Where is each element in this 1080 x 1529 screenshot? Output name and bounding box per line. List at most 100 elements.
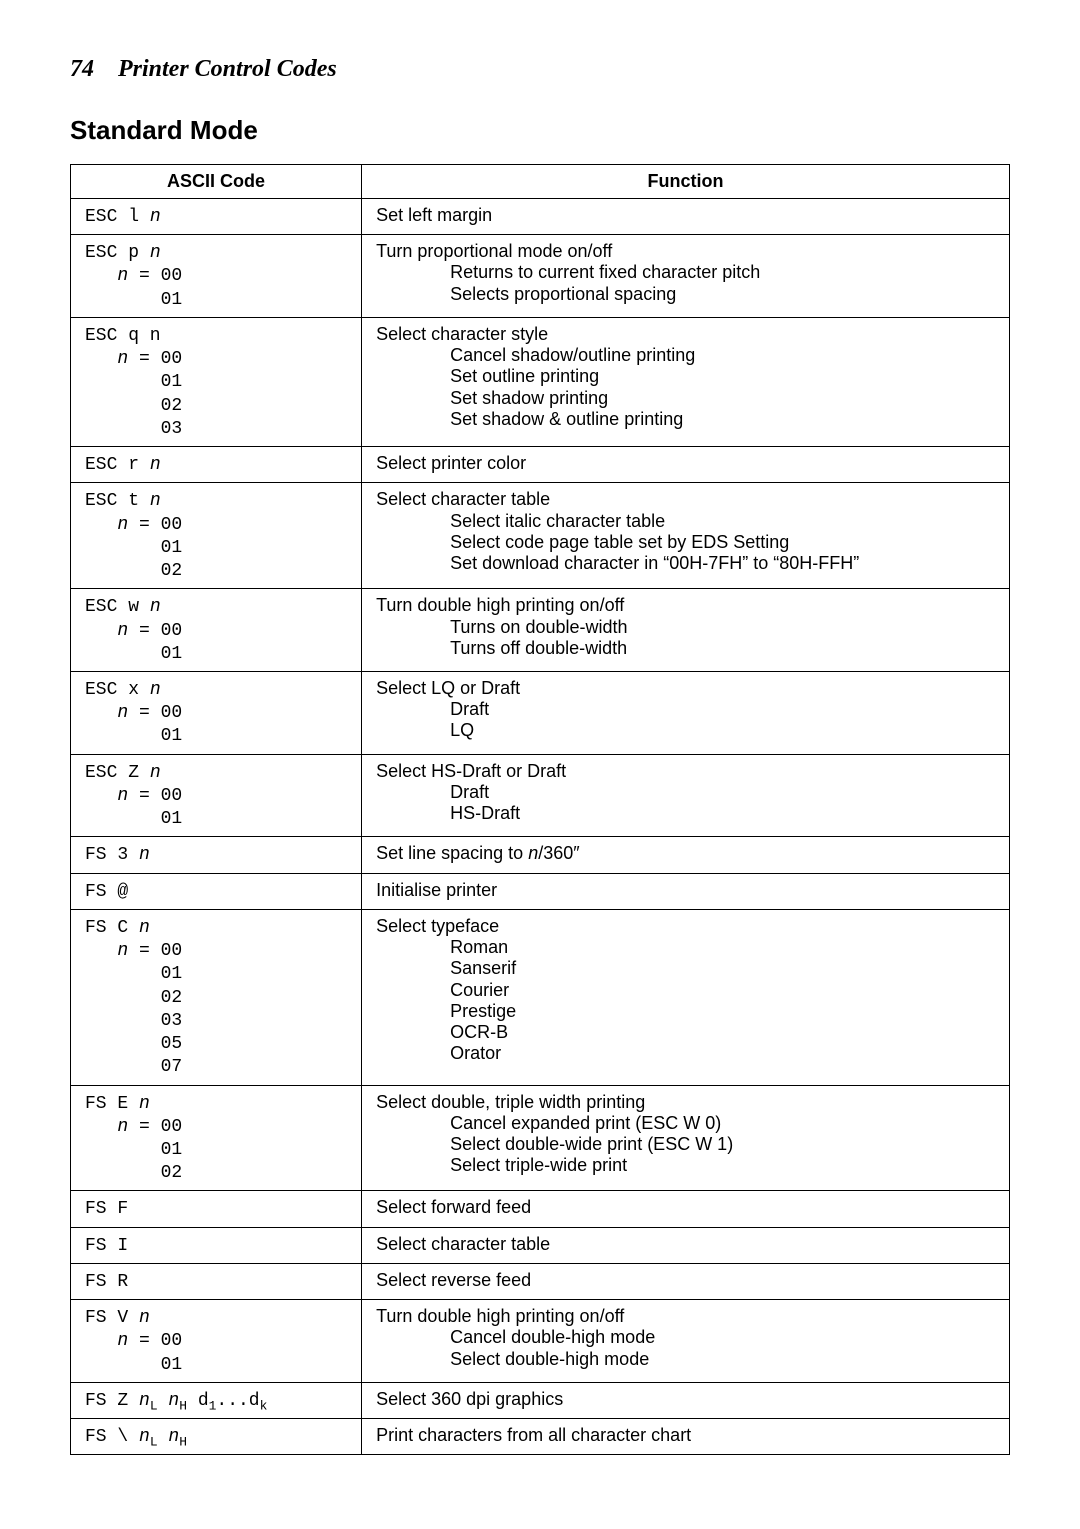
ascii-code-cell: FS I bbox=[71, 1227, 362, 1263]
function-sub: Select italic character table bbox=[376, 511, 999, 532]
table-row: FS F Select forward feed bbox=[71, 1191, 1010, 1227]
ascii-code-cell: ESC l n bbox=[71, 199, 362, 235]
function-cell: Print characters from all character char… bbox=[362, 1419, 1010, 1455]
ascii-code: ESC q n n = 00 01 02 03 bbox=[85, 326, 182, 439]
ascii-code-cell: FS 3 n bbox=[71, 837, 362, 873]
function-main: Select character table bbox=[376, 489, 999, 510]
ascii-code-cell: ESC q n n = 00 01 02 03 bbox=[71, 317, 362, 446]
codes-table: ASCII Code Function ESC l nSet left marg… bbox=[70, 164, 1010, 1455]
function-sub: Selects proportional spacing bbox=[376, 284, 999, 305]
function-sub: Cancel double-high mode bbox=[376, 1327, 999, 1348]
table-row: ESC l nSet left margin bbox=[71, 199, 1010, 235]
table-row: FS E n n = 00 01 02 Select double, triple… bbox=[71, 1085, 1010, 1191]
table-row: ESC x n n = 00 01 Select LQ or DraftDraft… bbox=[71, 671, 1010, 754]
function-cell: Select character table bbox=[362, 1227, 1010, 1263]
function-cell: Turn double high printing on/offCancel d… bbox=[362, 1300, 1010, 1383]
function-sub: Select double-wide print (ESC W 1) bbox=[376, 1134, 999, 1155]
function-main: Turn double high printing on/off bbox=[376, 595, 999, 616]
ascii-code: ESC r n bbox=[85, 455, 161, 475]
ascii-code: ESC Z n n = 00 01 bbox=[85, 763, 182, 829]
function-sub: Roman bbox=[376, 937, 999, 958]
function-sub: Set outline printing bbox=[376, 366, 999, 387]
function-sub: Draft bbox=[376, 782, 999, 803]
running-head: 74 Printer Control Codes bbox=[70, 56, 1010, 83]
ascii-code-cell: ESC r n bbox=[71, 447, 362, 483]
ascii-code: FS \ nL nH bbox=[85, 1427, 187, 1447]
function-main: Select reverse feed bbox=[376, 1270, 999, 1291]
ascii-code-cell: FS F bbox=[71, 1191, 362, 1227]
ascii-code: ESC t n n = 00 01 02 bbox=[85, 491, 182, 581]
function-sub: Cancel expanded print (ESC W 0) bbox=[376, 1113, 999, 1134]
ascii-code: FS Z nL nH d1...dk bbox=[85, 1391, 267, 1411]
function-main: Select character style bbox=[376, 324, 999, 345]
col-header-function: Function bbox=[362, 165, 1010, 199]
function-cell: Select forward feed bbox=[362, 1191, 1010, 1227]
function-sub: Select triple-wide print bbox=[376, 1155, 999, 1176]
ascii-code: ESC w n n = 00 01 bbox=[85, 597, 182, 663]
function-main: Select typeface bbox=[376, 916, 999, 937]
function-sub: Set download character in “00H-7FH” to “… bbox=[376, 553, 999, 574]
function-main: Select character table bbox=[376, 1234, 999, 1255]
ascii-code-cell: ESC x n n = 00 01 bbox=[71, 671, 362, 754]
ascii-code: FS R bbox=[85, 1272, 128, 1292]
function-main: Select 360 dpi graphics bbox=[376, 1389, 999, 1410]
function-main: Select HS-Draft or Draft bbox=[376, 761, 999, 782]
table-row: ESC q n n = 00 01 02 03 Select character … bbox=[71, 317, 1010, 446]
function-sub: Select code page table set by EDS Settin… bbox=[376, 532, 999, 553]
function-main: Set line spacing to n/360″ bbox=[376, 843, 999, 864]
ascii-code-cell: FS Z nL nH d1...dk bbox=[71, 1382, 362, 1418]
table-row: ESC w n n = 00 01 Turn double high printi… bbox=[71, 589, 1010, 672]
table-row: ESC t n n = 00 01 02 Select character tab… bbox=[71, 483, 1010, 589]
table-row: ESC r n Select printer color bbox=[71, 447, 1010, 483]
function-cell: Select double, triple width printingCanc… bbox=[362, 1085, 1010, 1191]
section-title: Standard Mode bbox=[70, 115, 1010, 146]
ascii-code: FS E n n = 00 01 02 bbox=[85, 1094, 182, 1184]
function-sub: Orator bbox=[376, 1043, 999, 1064]
ascii-code-cell: ESC Z n n = 00 01 bbox=[71, 754, 362, 837]
function-main: Select LQ or Draft bbox=[376, 678, 999, 699]
ascii-code: FS C n n = 00 01 02 03 05 07 bbox=[85, 918, 182, 1077]
function-sub: Returns to current fixed character pitch bbox=[376, 262, 999, 283]
function-sub: Draft bbox=[376, 699, 999, 720]
function-cell: Select printer color bbox=[362, 447, 1010, 483]
col-header-ascii: ASCII Code bbox=[71, 165, 362, 199]
table-row: FS I Select character table bbox=[71, 1227, 1010, 1263]
ascii-code-cell: FS V n n = 00 01 bbox=[71, 1300, 362, 1383]
function-sub: Prestige bbox=[376, 1001, 999, 1022]
table-row: FS R Select reverse feed bbox=[71, 1263, 1010, 1299]
table-row: ESC Z n n = 00 01 Select HS-Draft or Draf… bbox=[71, 754, 1010, 837]
function-cell: Select typefaceRomanSanserifCourierPrest… bbox=[362, 909, 1010, 1085]
function-sub: Sanserif bbox=[376, 958, 999, 979]
table-row: FS Z nL nH d1...dk Select 360 dpi graphic… bbox=[71, 1382, 1010, 1418]
function-cell: Turn proportional mode on/offReturns to … bbox=[362, 235, 1010, 318]
function-sub: Courier bbox=[376, 980, 999, 1001]
function-cell: Set left margin bbox=[362, 199, 1010, 235]
ascii-code: FS V n n = 00 01 bbox=[85, 1308, 182, 1374]
function-cell: Select character tableSelect italic char… bbox=[362, 483, 1010, 589]
function-main: Select forward feed bbox=[376, 1197, 999, 1218]
function-cell: Select LQ or DraftDraftLQ bbox=[362, 671, 1010, 754]
ascii-code-cell: FS \ nL nH bbox=[71, 1419, 362, 1455]
function-cell: Turn double high printing on/offTurns on… bbox=[362, 589, 1010, 672]
function-sub: Turns on double-width bbox=[376, 617, 999, 638]
function-sub: Select double-high mode bbox=[376, 1349, 999, 1370]
ascii-code: ESC x n n = 00 01 bbox=[85, 680, 182, 746]
ascii-code: FS I bbox=[85, 1236, 128, 1256]
ascii-code-cell: FS C n n = 00 01 02 03 05 07 bbox=[71, 909, 362, 1085]
function-cell: Select 360 dpi graphics bbox=[362, 1382, 1010, 1418]
function-main: Select double, triple width printing bbox=[376, 1092, 999, 1113]
page-number: 74 bbox=[70, 56, 94, 82]
function-cell: Select character styleCancel shadow/outl… bbox=[362, 317, 1010, 446]
ascii-code-cell: FS E n n = 00 01 02 bbox=[71, 1085, 362, 1191]
function-cell: Select HS-Draft or DraftDraftHS-Draft bbox=[362, 754, 1010, 837]
ascii-code-cell: FS @ bbox=[71, 873, 362, 909]
ascii-code: FS @ bbox=[85, 882, 128, 902]
function-sub: Set shadow & outline printing bbox=[376, 409, 999, 430]
ascii-code-cell: FS R bbox=[71, 1263, 362, 1299]
function-cell: Set line spacing to n/360″ bbox=[362, 837, 1010, 873]
function-sub: Set shadow printing bbox=[376, 388, 999, 409]
table-header-row: ASCII Code Function bbox=[71, 165, 1010, 199]
function-sub: HS-Draft bbox=[376, 803, 999, 824]
ascii-code: ESC p n n = 00 01 bbox=[85, 243, 182, 309]
function-main: Turn proportional mode on/off bbox=[376, 241, 999, 262]
